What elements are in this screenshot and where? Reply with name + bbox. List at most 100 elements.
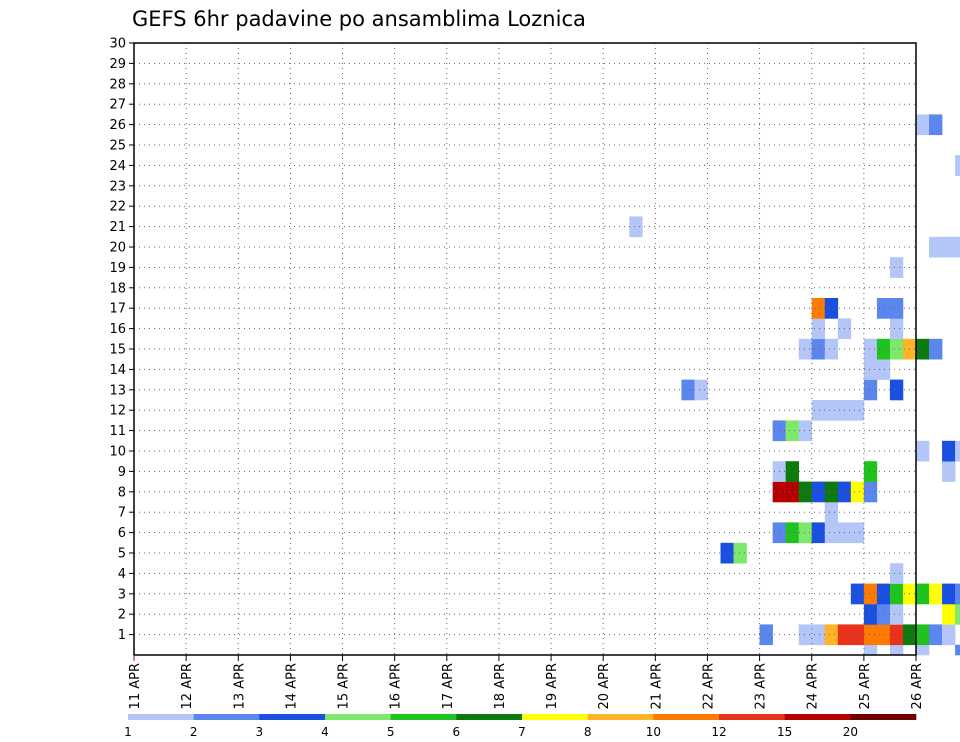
x-tick-label: 20 APR [597, 663, 612, 709]
heatmap-cell [942, 440, 956, 462]
axes: 1234567891011121314151617181920212223242… [109, 37, 925, 710]
legend-swatch [390, 714, 457, 720]
y-tick-label: 2 [118, 608, 126, 623]
heatmap-cell [798, 481, 813, 503]
heatmap-cell [876, 604, 891, 625]
heatmap-cell [876, 624, 891, 646]
legend-label: 20 [843, 725, 858, 739]
y-tick-label: 15 [109, 343, 126, 358]
y-tick-label: 11 [109, 424, 126, 439]
x-tick-label: 13 APR [232, 663, 247, 709]
heatmap-cell [824, 522, 839, 544]
heatmap-cell [876, 359, 891, 380]
y-tick-label: 26 [109, 118, 126, 133]
y-tick-label: 28 [109, 77, 126, 92]
y-tick-label: 8 [118, 485, 126, 500]
heatmap-cell [863, 359, 878, 380]
legend-swatch [719, 714, 785, 720]
legend-swatch [259, 714, 326, 720]
legend-label: 1 [124, 725, 132, 739]
x-tick-label: 18 APR [493, 663, 508, 709]
y-tick-label: 1 [118, 628, 126, 643]
heatmap-cell [929, 338, 943, 360]
heatmap-cell [629, 216, 643, 238]
legend-swatch [128, 714, 194, 720]
legend-swatch [587, 714, 654, 720]
heatmap-cell [916, 583, 930, 605]
x-tick-label: 23 APR [754, 663, 769, 709]
heatmap-cell [889, 644, 904, 656]
heatmap-cell [824, 481, 839, 503]
heatmap-cell [785, 461, 799, 482]
x-tick-label: 16 APR [389, 663, 404, 709]
heatmap-cell [850, 583, 865, 605]
y-tick-label: 25 [109, 139, 126, 154]
x-tick-label: 14 APR [284, 663, 299, 709]
x-tick-label: 17 APR [441, 663, 456, 709]
heatmap-cell [863, 461, 878, 482]
x-tick-label: 24 APR [806, 663, 821, 709]
legend-label: 6 [453, 725, 461, 739]
y-tick-label: 29 [109, 57, 126, 72]
heatmap-cell [720, 542, 734, 564]
y-tick-label: 18 [109, 281, 126, 296]
y-tick-label: 10 [109, 445, 126, 460]
heatmap-cell [955, 440, 960, 462]
heatmap-cell [876, 583, 891, 605]
heatmap-cell [916, 338, 930, 360]
heatmap-cell [916, 644, 930, 656]
heatmap-cell [929, 583, 943, 605]
heatmap-cell [798, 624, 813, 646]
legend-label: 10 [646, 725, 661, 739]
legend-swatch [456, 714, 523, 720]
y-tick-label: 13 [109, 383, 126, 398]
heatmap-cell [916, 440, 930, 462]
heatmap-cell [889, 298, 904, 319]
heatmap-cell [929, 114, 943, 136]
heatmap-cell [863, 604, 878, 625]
heatmap-cell [955, 155, 960, 176]
x-tick-label: 19 APR [545, 663, 560, 709]
heatmap-cell [681, 379, 695, 401]
heatmap-cell [916, 114, 930, 136]
heatmap-cell [824, 502, 839, 523]
legend-swatch [193, 714, 260, 720]
heatmap-cell [811, 318, 826, 340]
y-tick-label: 9 [118, 465, 126, 480]
heatmap-cell [876, 338, 891, 360]
y-tick-label: 21 [109, 220, 126, 235]
heatmap-cell [889, 318, 904, 340]
heatmap-cell [916, 624, 930, 646]
heatmap-cell [785, 522, 799, 544]
x-tick-label: 22 APR [701, 663, 716, 709]
y-tick-label: 4 [118, 567, 126, 582]
y-tick-label: 20 [109, 241, 126, 256]
legend-label: 4 [321, 725, 329, 739]
legend-label: 3 [256, 725, 264, 739]
heatmap-cell [811, 522, 826, 544]
heatmap-cell [889, 257, 904, 278]
heatmap-cell [850, 400, 865, 421]
y-tick-label: 27 [109, 98, 126, 113]
legend-label: 12 [711, 725, 726, 739]
heatmap-cell [863, 338, 878, 360]
color-legend: 1 2 3 4 5 6 7 8 10 12 15 20 [124, 714, 917, 739]
legend-label: 2 [190, 725, 198, 739]
legend-swatch [784, 714, 851, 720]
heatmap-cell [798, 522, 813, 544]
heatmap-cell [850, 481, 865, 503]
x-tick-label: 11 APR [128, 663, 143, 709]
heatmap-cell [942, 236, 956, 258]
heatmap-cell [759, 624, 773, 646]
x-tick-label: 15 APR [337, 663, 352, 709]
heatmap-cell [942, 624, 956, 646]
heatmap-cell [889, 379, 904, 401]
y-tick-label: 5 [118, 547, 126, 562]
heatmap-cell [876, 298, 891, 319]
heatmap-cell [824, 400, 839, 421]
y-tick-label: 17 [109, 302, 126, 317]
y-tick-label: 7 [118, 506, 126, 521]
heatmap-cell [889, 604, 904, 625]
legend-label: 15 [777, 725, 792, 739]
